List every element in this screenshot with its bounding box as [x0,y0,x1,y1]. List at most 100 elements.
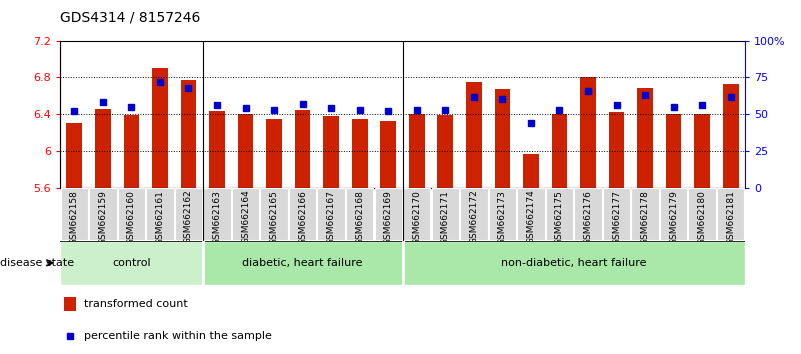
Text: GSM662164: GSM662164 [241,190,250,245]
Bar [523,154,539,188]
Text: GSM662163: GSM662163 [212,190,222,245]
FancyBboxPatch shape [460,188,488,240]
Bar [146,41,174,188]
Bar [60,41,89,188]
Text: GSM662169: GSM662169 [384,190,392,245]
FancyBboxPatch shape [61,188,88,240]
FancyBboxPatch shape [175,188,202,240]
Text: GSM662161: GSM662161 [155,190,164,245]
Text: GSM662172: GSM662172 [469,190,478,245]
Text: GSM662158: GSM662158 [70,190,78,245]
Text: GSM662160: GSM662160 [127,190,136,245]
Text: disease state: disease state [0,258,74,268]
Bar [203,241,403,285]
FancyBboxPatch shape [489,188,516,240]
FancyBboxPatch shape [346,188,373,240]
Bar [638,88,653,188]
Text: GSM662173: GSM662173 [498,190,507,245]
Bar [437,115,453,188]
Bar [716,41,745,188]
Bar [488,41,517,188]
Bar [60,241,203,285]
Bar [152,68,167,188]
Text: GSM662181: GSM662181 [727,190,735,245]
FancyBboxPatch shape [203,188,231,240]
Bar [545,41,574,188]
Bar [552,114,567,188]
FancyBboxPatch shape [603,188,630,240]
Text: GSM662177: GSM662177 [612,190,621,245]
FancyBboxPatch shape [403,188,430,240]
FancyBboxPatch shape [432,188,459,240]
Bar [409,114,425,188]
Bar [345,41,374,188]
FancyBboxPatch shape [89,188,117,240]
Bar [517,41,545,188]
FancyBboxPatch shape [660,188,687,240]
FancyBboxPatch shape [688,188,716,240]
Bar [123,115,139,188]
Bar [231,41,260,188]
Bar [630,41,659,188]
FancyBboxPatch shape [375,188,402,240]
Bar [352,119,368,188]
FancyBboxPatch shape [574,188,602,240]
Bar [295,110,311,188]
FancyBboxPatch shape [289,188,316,240]
Bar [609,112,624,188]
Text: GSM662170: GSM662170 [413,190,421,245]
FancyBboxPatch shape [517,188,545,240]
Bar [117,41,146,188]
Bar [174,41,203,188]
Text: GSM662179: GSM662179 [669,190,678,245]
Text: GDS4314 / 8157246: GDS4314 / 8157246 [60,11,200,25]
Bar [266,119,282,188]
Bar [694,114,710,188]
Text: GSM662171: GSM662171 [441,190,450,245]
Bar [238,114,253,188]
FancyBboxPatch shape [118,188,145,240]
FancyBboxPatch shape [545,188,574,240]
Text: GSM662180: GSM662180 [698,190,706,245]
FancyBboxPatch shape [260,188,288,240]
Text: GSM662175: GSM662175 [555,190,564,245]
Bar [580,78,596,188]
Text: GSM662166: GSM662166 [298,190,307,245]
Bar [574,41,602,188]
Bar [723,84,739,188]
Bar [89,41,117,188]
Text: diabetic, heart failure: diabetic, heart failure [243,258,363,268]
Bar [659,41,688,188]
Bar [209,112,225,188]
Bar [460,41,488,188]
FancyBboxPatch shape [631,188,658,240]
Bar [431,41,460,188]
Bar [666,114,682,188]
Bar [402,41,431,188]
Bar [466,82,481,188]
Bar [374,41,402,188]
FancyBboxPatch shape [317,188,345,240]
Bar [317,41,345,188]
Bar [66,123,83,188]
Text: GSM662165: GSM662165 [270,190,279,245]
Text: non-diabetic, heart failure: non-diabetic, heart failure [501,258,646,268]
Bar [380,121,396,188]
Text: control: control [112,258,151,268]
Text: GSM662178: GSM662178 [641,190,650,245]
FancyBboxPatch shape [231,188,260,240]
Text: GSM662176: GSM662176 [583,190,593,245]
Bar [403,241,745,285]
Bar [494,89,510,188]
FancyBboxPatch shape [717,188,744,240]
Bar [64,297,76,312]
FancyBboxPatch shape [147,188,174,240]
Text: GSM662167: GSM662167 [327,190,336,245]
Bar [260,41,288,188]
Bar [181,80,196,188]
Bar [688,41,716,188]
Bar [288,41,317,188]
Bar [95,109,111,188]
Text: percentile rank within the sample: percentile rank within the sample [84,331,272,341]
Text: GSM662159: GSM662159 [99,190,107,245]
